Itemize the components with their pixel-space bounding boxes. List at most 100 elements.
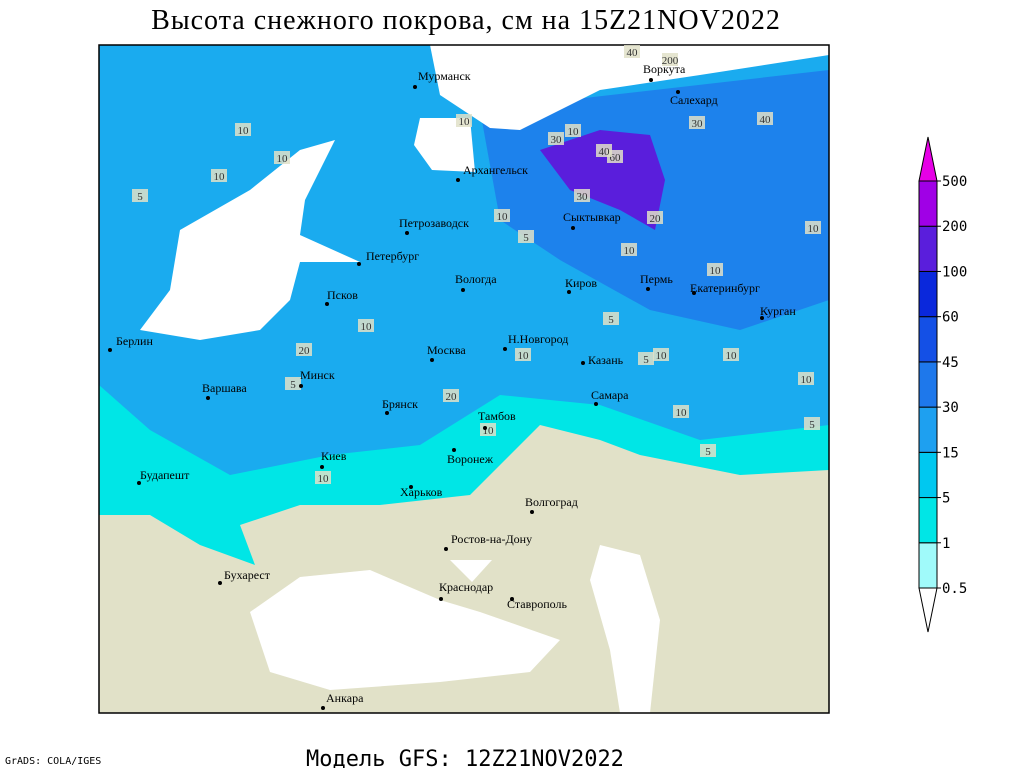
city-label: Курган (760, 304, 796, 318)
contour-label-box (515, 348, 531, 361)
city-dot (760, 316, 764, 320)
city-label: Воркута (643, 62, 686, 76)
legend-swatch (918, 406, 938, 453)
city-label: Псков (327, 288, 358, 302)
contour-label-box (315, 471, 331, 484)
legend-label: 0.5 (942, 581, 967, 597)
barents-sea (430, 45, 829, 130)
contour-label: 20 (650, 213, 662, 225)
city-label: Берлин (116, 334, 153, 348)
city-dot (649, 78, 653, 82)
city-dot (439, 597, 443, 601)
city-dot (320, 465, 324, 469)
contour-label: 20 (299, 345, 311, 357)
city-dot (483, 426, 487, 430)
contour-label: 5 (290, 379, 296, 391)
city-dot (321, 706, 325, 710)
city-label: Архангельск (463, 163, 528, 177)
city-dot (413, 85, 417, 89)
contour-label-box (358, 319, 374, 332)
city-dot (503, 347, 507, 351)
city-label: Самара (591, 388, 629, 402)
contour-label: 5 (809, 419, 815, 431)
contour-label: 10 (676, 407, 688, 419)
city-label: Мурманск (418, 69, 471, 83)
baltic-sea (140, 140, 360, 340)
city-dot (567, 290, 571, 294)
contour-label-box (804, 417, 820, 430)
contour-label-box (518, 230, 534, 243)
map: 4020010101010304060403010305105102010101… (98, 44, 830, 714)
model-footer: Модель GFS: 12Z21NOV2022 (306, 747, 624, 768)
city-label: Воронеж (447, 452, 494, 466)
contour-label: 10 (656, 350, 668, 362)
contour-label: 5 (608, 314, 614, 326)
contour-label-box (689, 116, 705, 129)
city-label: Екатеринбург (690, 281, 760, 295)
contour-label-box (480, 423, 496, 436)
city-label: Варшава (202, 381, 247, 395)
contour-label: 5 (523, 232, 529, 244)
city-dot (461, 288, 465, 292)
city-dot (218, 581, 222, 585)
city-label: Пермь (640, 272, 673, 286)
contour-label: 10 (214, 171, 226, 183)
contour-label: 5 (705, 446, 711, 458)
city-label: Краснодар (439, 580, 493, 594)
city-label: Сыктывкар (563, 210, 621, 224)
contour-label-box (274, 151, 290, 164)
city-label: Бухарест (224, 568, 271, 582)
contour-label-box (494, 209, 510, 222)
contour-label: 30 (692, 118, 704, 130)
city-dot (299, 384, 303, 388)
city-label: Киров (565, 276, 597, 290)
contour-label-box (132, 189, 148, 202)
city-dot (385, 411, 389, 415)
city-label: Киев (321, 449, 347, 463)
contour-label: 30 (551, 134, 563, 146)
city-dot (646, 287, 650, 291)
contour-label-box (574, 189, 590, 202)
contour-label: 10 (483, 425, 495, 437)
city-label: Петербург (366, 249, 419, 263)
contour-label-box (621, 243, 637, 256)
city-dot (357, 262, 361, 266)
legend-swatch (918, 270, 938, 318)
city-dot (405, 231, 409, 235)
legend-label: 15 (942, 445, 959, 461)
contour-label-box (296, 343, 312, 356)
city-label: Брянск (382, 397, 418, 411)
city-dot (108, 348, 112, 352)
city-dot (581, 361, 585, 365)
city-dot (444, 547, 448, 551)
contour-label-box (548, 132, 564, 145)
map-title: Высота снежного покрова, см на 15Z21NOV2… (151, 5, 781, 36)
contour-label-box (700, 444, 716, 457)
contour-label-box (647, 211, 663, 224)
contour-label-box (443, 389, 459, 402)
contour-label: 60 (610, 152, 622, 164)
city-dot (137, 481, 141, 485)
contour-label-box (638, 352, 654, 365)
city-dot (325, 302, 329, 306)
city-label: Будапешт (140, 468, 190, 482)
contour-label-box (624, 45, 640, 58)
city-label: Петрозаводск (399, 216, 469, 230)
white-sea (414, 118, 475, 172)
contour-label-box (757, 112, 773, 125)
legend-arrow-high (918, 136, 938, 182)
contour-label-box (805, 221, 821, 234)
contour-label-box (707, 263, 723, 276)
legend-arrow-low (918, 587, 938, 633)
contour-label-box (211, 169, 227, 182)
black-sea (250, 570, 560, 690)
contour-label: 10 (801, 374, 813, 386)
contour-label: 10 (277, 153, 289, 165)
contour-label: 10 (459, 116, 471, 128)
contour-label: 200 (662, 55, 679, 67)
contour-label: 10 (361, 321, 373, 333)
city-label: Салехард (670, 93, 718, 107)
contour-label: 10 (497, 211, 509, 223)
legend-label: 500 (942, 174, 967, 190)
city-dot (692, 291, 696, 295)
